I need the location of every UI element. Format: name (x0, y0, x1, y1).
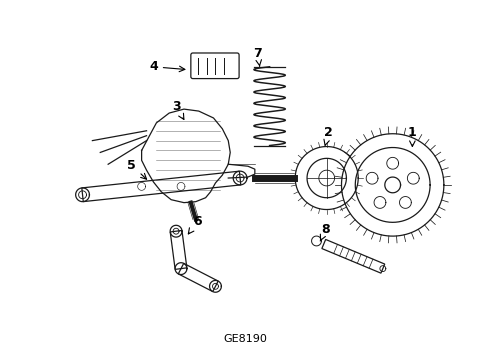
Text: 1: 1 (408, 126, 417, 147)
Text: 5: 5 (127, 159, 147, 179)
Text: 6: 6 (188, 215, 202, 234)
FancyBboxPatch shape (191, 53, 239, 78)
Text: GE8190: GE8190 (223, 334, 267, 345)
Text: 7: 7 (253, 48, 262, 66)
Text: 2: 2 (324, 126, 333, 145)
Text: 4: 4 (149, 60, 185, 73)
Text: 3: 3 (172, 100, 184, 120)
Text: 8: 8 (320, 223, 330, 241)
